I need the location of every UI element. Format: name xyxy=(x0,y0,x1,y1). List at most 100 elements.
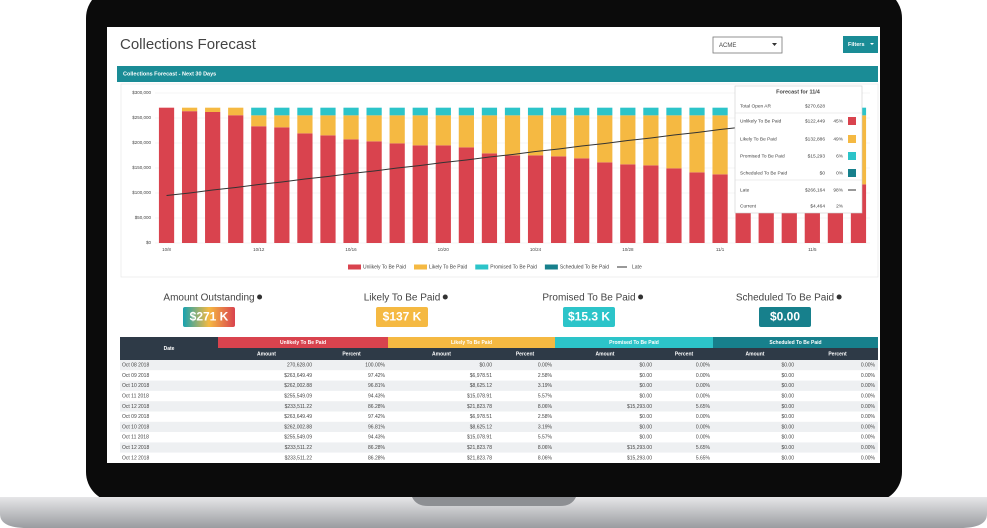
table-cell: 0.00% xyxy=(696,373,711,379)
bar-segment xyxy=(574,158,590,243)
tooltip-amount: $4,464 xyxy=(810,203,825,209)
kpi-box xyxy=(183,307,235,327)
group-header xyxy=(218,337,388,348)
bar-segment xyxy=(435,115,451,146)
column-header: Percent xyxy=(675,351,694,357)
bar-segment xyxy=(366,141,382,243)
kpi-label: Likely To Be Paid xyxy=(364,293,441,304)
table-cell: 0.00% xyxy=(861,404,876,410)
table-cell: $0.00 xyxy=(781,455,794,461)
bar-segment xyxy=(389,143,405,243)
table-row xyxy=(120,390,878,402)
bar-segment xyxy=(458,115,474,148)
table-cell: Oct 08 2018 xyxy=(122,363,149,369)
y-tick-label: $300,000 xyxy=(132,90,151,95)
bar-segment xyxy=(251,107,267,116)
table-row xyxy=(120,360,878,371)
table-cell: $233,511.22 xyxy=(285,404,313,410)
table-cell: 0.00% xyxy=(696,414,711,420)
bar-segment xyxy=(228,115,244,243)
tooltip-percent: 2% xyxy=(836,203,844,209)
bar-segment xyxy=(205,111,221,243)
tooltip-amount: $132,886 xyxy=(805,136,825,142)
x-tick-label: 10/28 xyxy=(622,247,634,252)
table-cell: 0.00% xyxy=(861,383,876,389)
tooltip-percent: 0% xyxy=(836,170,844,176)
column-header: Percent xyxy=(516,351,535,357)
laptop-notch xyxy=(412,497,576,506)
legend-label: Unlikely To Be Paid xyxy=(363,264,406,270)
bar-segment xyxy=(343,139,359,243)
table-cell: 97.42% xyxy=(368,373,386,379)
legend-label: Likely To Be Paid xyxy=(429,264,467,270)
legend-swatch xyxy=(544,264,558,270)
bar-segment xyxy=(389,115,405,144)
info-icon xyxy=(442,294,448,300)
table-cell: 86.28% xyxy=(368,455,386,461)
table-cell: 94.43% xyxy=(368,435,386,441)
y-tick-label: $100,000 xyxy=(132,190,151,195)
x-tick-label: 10/16 xyxy=(345,247,357,252)
bar-segment xyxy=(666,107,682,116)
table-cell: 8.06% xyxy=(538,455,553,461)
table-cell: $233,511.22 xyxy=(285,455,313,461)
bar-segment xyxy=(181,111,198,243)
tooltip-label: Total Open AR xyxy=(740,103,771,109)
table-cell: Oct 10 2018 xyxy=(122,383,149,389)
column-header: Percent xyxy=(342,351,361,357)
chart-panel xyxy=(120,83,879,278)
kpi-label: Promised To Be Paid xyxy=(542,293,635,304)
kpi-box xyxy=(759,307,811,327)
table-cell: 0.00% xyxy=(696,424,711,430)
table-cell: $0.00 xyxy=(639,424,652,430)
table-cell: Oct 12 2018 xyxy=(122,455,149,461)
table-cell: 2.58% xyxy=(538,414,553,420)
kpi-value: $271 K xyxy=(190,310,229,324)
column-header: Percent xyxy=(828,351,847,357)
table-cell: $0.00 xyxy=(781,424,794,430)
kpi-box xyxy=(563,307,615,327)
table-cell: $262,002.88 xyxy=(284,383,312,389)
group-header-text: Unlikely To Be Paid xyxy=(280,340,326,346)
chart-header xyxy=(117,66,878,82)
bar-segment xyxy=(551,107,567,116)
table-cell: Oct 11 2018 xyxy=(122,435,149,441)
table-cell: $15,078.91 xyxy=(467,394,492,400)
table-cell: Oct 11 2018 xyxy=(122,394,149,400)
select-caret xyxy=(772,43,777,46)
group-header xyxy=(555,337,713,348)
bar-segment xyxy=(504,107,521,116)
table-cell: $15,293.00 xyxy=(627,445,652,451)
table-cell: 0.00% xyxy=(696,363,711,369)
table-cell: 96.81% xyxy=(368,424,386,430)
table-cell: $0.00 xyxy=(639,373,652,379)
tooltip-percent: 98% xyxy=(833,187,843,193)
table-cell: 96.81% xyxy=(368,383,386,389)
table-cell: 86.28% xyxy=(368,404,386,410)
table-cell: 97.42% xyxy=(368,414,386,420)
table-row xyxy=(120,421,878,433)
bar-segment xyxy=(297,115,313,134)
table-cell: 5.65% xyxy=(696,445,711,451)
filters-button[interactable] xyxy=(843,36,878,53)
table-cell: $15,293.00 xyxy=(627,404,652,410)
table-cell: $21,823.78 xyxy=(467,445,492,451)
bar-segment xyxy=(412,107,428,116)
table-cell: 5.57% xyxy=(538,435,553,441)
bar-segment xyxy=(274,115,290,128)
bar-segment xyxy=(435,145,451,243)
bar-segment xyxy=(320,107,336,116)
legend-label: Promised To Be Paid xyxy=(490,264,537,270)
tooltip-swatch xyxy=(848,135,856,143)
bar-segment xyxy=(297,133,313,243)
account-select[interactable] xyxy=(712,36,783,54)
table-cell: $6,978.51 xyxy=(470,373,492,379)
table-cell: Oct 12 2018 xyxy=(122,404,149,410)
kpi-box xyxy=(376,307,428,327)
table-cell: $255,549.09 xyxy=(284,435,312,441)
table-cell: $262,002.88 xyxy=(284,424,312,430)
table-cell: $0.00 xyxy=(781,394,794,400)
bar-segment xyxy=(412,145,428,243)
bar-segment xyxy=(527,155,544,243)
column-header: Amount xyxy=(596,351,615,357)
